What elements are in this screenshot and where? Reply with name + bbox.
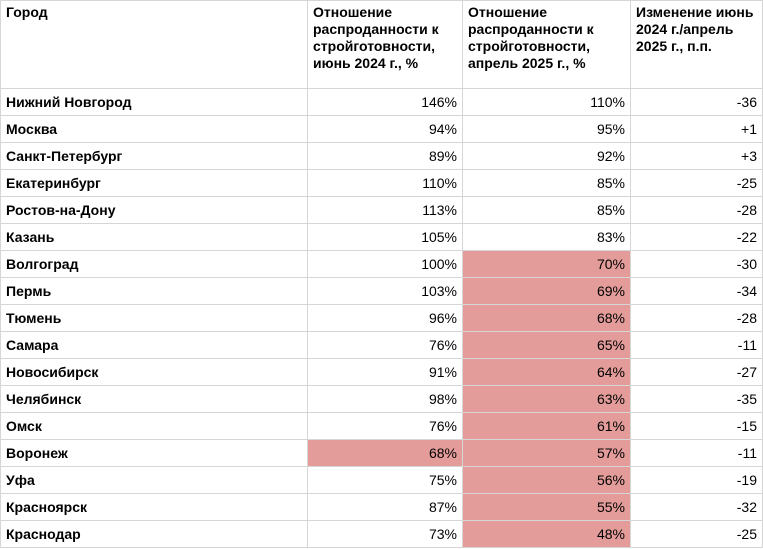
table-row: Уфа 75% 56% -19 — [0, 466, 763, 494]
table-row: Волгоград 100% 70% -30 — [0, 250, 763, 278]
jun-2024-cell: 98% — [307, 385, 463, 413]
apr-2025-cell: 63% — [462, 385, 631, 413]
city-cell: Москва — [0, 115, 308, 143]
jun-2024-cell: 73% — [307, 520, 463, 548]
table-row: Омск 76% 61% -15 — [0, 412, 763, 440]
jun-2024-cell: 89% — [307, 142, 463, 170]
table-row: Нижний Новгород 146% 110% -36 — [0, 88, 763, 116]
table-row: Москва 94% 95% +1 — [0, 115, 763, 143]
city-cell: Самара — [0, 331, 308, 359]
city-cell: Красноярск — [0, 493, 308, 521]
table-row: Пермь 103% 69% -34 — [0, 277, 763, 305]
header-row: Город Отношение распроданности к стройго… — [0, 0, 763, 89]
apr-2025-cell: 110% — [462, 88, 631, 116]
header-city: Город — [0, 0, 308, 89]
change-cell: -11 — [630, 331, 763, 359]
apr-2025-cell: 64% — [462, 358, 631, 386]
city-cell: Воронеж — [0, 439, 308, 467]
city-cell: Новосибирск — [0, 358, 308, 386]
table-body: Нижний Новгород 146% 110% -36 Москва 94% 95% +1… — [0, 88, 763, 548]
city-cell: Омск — [0, 412, 308, 440]
city-cell: Тюмень — [0, 304, 308, 332]
apr-2025-cell: 83% — [462, 223, 631, 251]
apr-2025-cell: 70% — [462, 250, 631, 278]
apr-2025-cell: 69% — [462, 277, 631, 305]
table-row: Новосибирск 91% 64% -27 — [0, 358, 763, 386]
city-cell: Екатеринбург — [0, 169, 308, 197]
jun-2024-cell: 103% — [307, 277, 463, 305]
change-cell: -22 — [630, 223, 763, 251]
city-cell: Ростов-на-Дону — [0, 196, 308, 224]
jun-2024-cell: 75% — [307, 466, 463, 494]
header-change: Изменение июнь 2024 г./апрель 2025 г., п… — [630, 0, 763, 89]
change-cell: -30 — [630, 250, 763, 278]
city-cell: Пермь — [0, 277, 308, 305]
change-cell: -27 — [630, 358, 763, 386]
table-row: Екатеринбург 110% 85% -25 — [0, 169, 763, 197]
city-cell: Казань — [0, 223, 308, 251]
apr-2025-cell: 65% — [462, 331, 631, 359]
table-row: Воронеж 68% 57% -11 — [0, 439, 763, 467]
change-cell: -25 — [630, 520, 763, 548]
jun-2024-cell: 94% — [307, 115, 463, 143]
apr-2025-cell: 57% — [462, 439, 631, 467]
table-row: Ростов-на-Дону 113% 85% -28 — [0, 196, 763, 224]
apr-2025-cell: 55% — [462, 493, 631, 521]
city-cell: Уфа — [0, 466, 308, 494]
change-cell: -15 — [630, 412, 763, 440]
city-cell: Санкт-Петербург — [0, 142, 308, 170]
jun-2024-cell: 68% — [307, 439, 463, 467]
city-cell: Челябинск — [0, 385, 308, 413]
table-row: Красноярск 87% 55% -32 — [0, 493, 763, 521]
table-row: Краснодар 73% 48% -25 — [0, 520, 763, 548]
table-row: Тюмень 96% 68% -28 — [0, 304, 763, 332]
jun-2024-cell: 76% — [307, 331, 463, 359]
change-cell: +1 — [630, 115, 763, 143]
apr-2025-cell: 95% — [462, 115, 631, 143]
change-cell: -28 — [630, 304, 763, 332]
jun-2024-cell: 76% — [307, 412, 463, 440]
apr-2025-cell: 85% — [462, 169, 631, 197]
apr-2025-cell: 68% — [462, 304, 631, 332]
table-row: Казань 105% 83% -22 — [0, 223, 763, 251]
jun-2024-cell: 87% — [307, 493, 463, 521]
apr-2025-cell: 92% — [462, 142, 631, 170]
jun-2024-cell: 146% — [307, 88, 463, 116]
change-cell: -32 — [630, 493, 763, 521]
jun-2024-cell: 96% — [307, 304, 463, 332]
change-cell: -25 — [630, 169, 763, 197]
change-cell: -36 — [630, 88, 763, 116]
table-row: Санкт-Петербург 89% 92% +3 — [0, 142, 763, 170]
jun-2024-cell: 91% — [307, 358, 463, 386]
jun-2024-cell: 100% — [307, 250, 463, 278]
jun-2024-cell: 113% — [307, 196, 463, 224]
change-cell: -34 — [630, 277, 763, 305]
city-cell: Волгоград — [0, 250, 308, 278]
change-cell: -19 — [630, 466, 763, 494]
change-cell: +3 — [630, 142, 763, 170]
table-row: Челябинск 98% 63% -35 — [0, 385, 763, 413]
change-cell: -35 — [630, 385, 763, 413]
header-apr-2025: Отношение распроданности к стройготовнос… — [462, 0, 631, 89]
apr-2025-cell: 85% — [462, 196, 631, 224]
city-cell: Краснодар — [0, 520, 308, 548]
jun-2024-cell: 110% — [307, 169, 463, 197]
apr-2025-cell: 61% — [462, 412, 631, 440]
apr-2025-cell: 56% — [462, 466, 631, 494]
change-cell: -11 — [630, 439, 763, 467]
jun-2024-cell: 105% — [307, 223, 463, 251]
table-header: Город Отношение распроданности к стройго… — [0, 0, 763, 89]
city-cell: Нижний Новгород — [0, 88, 308, 116]
apr-2025-cell: 48% — [462, 520, 631, 548]
header-jun-2024: Отношение распроданности к стройготовнос… — [307, 0, 463, 89]
table-row: Самара 76% 65% -11 — [0, 331, 763, 359]
change-cell: -28 — [630, 196, 763, 224]
